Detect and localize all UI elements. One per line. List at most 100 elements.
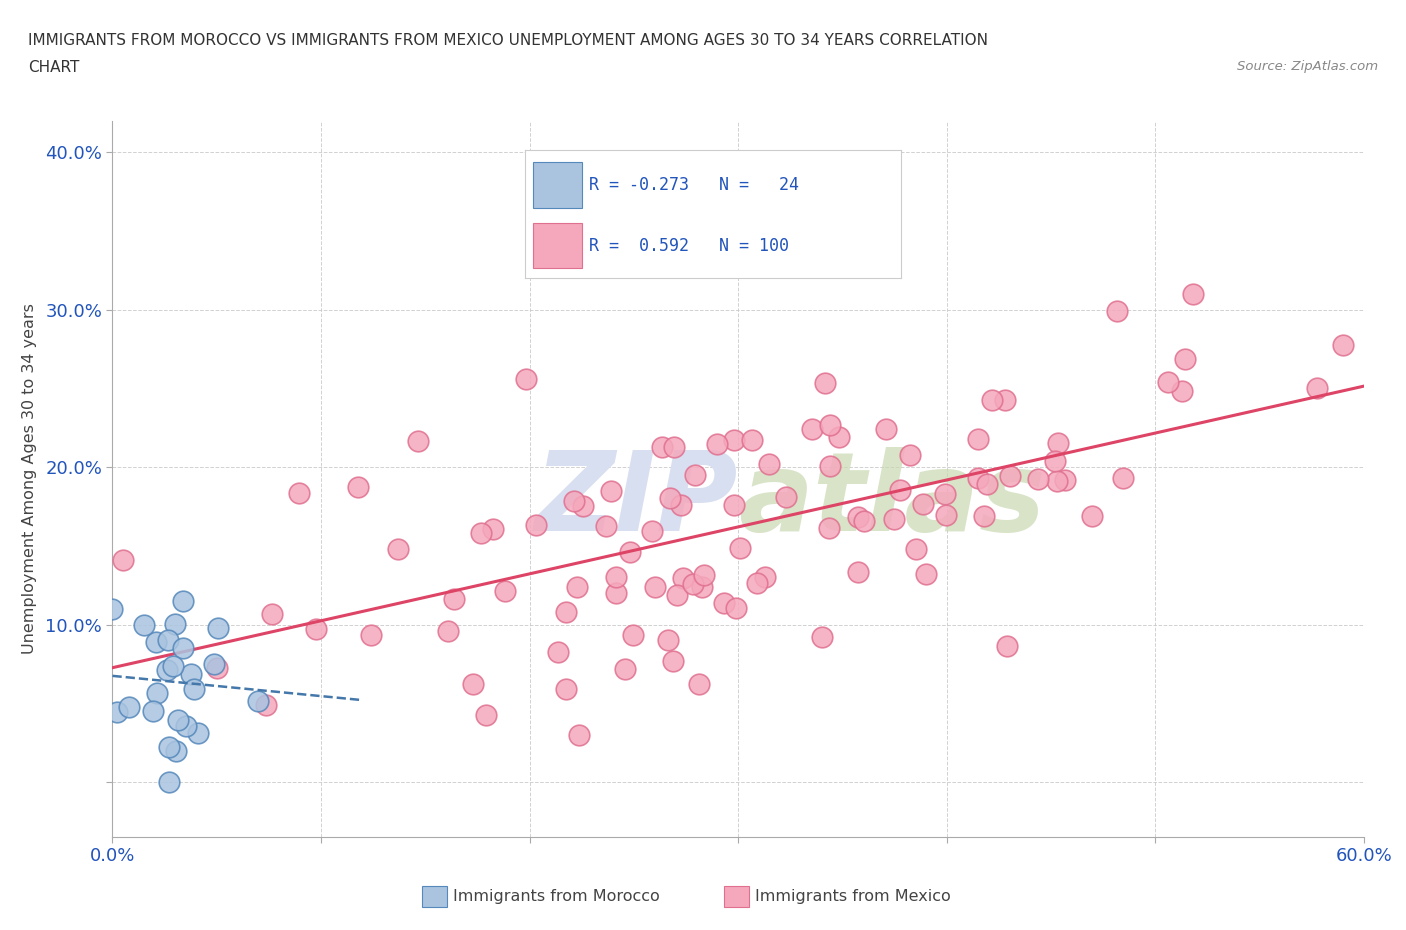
Point — [683, 468, 706, 483]
Point — [474, 708, 496, 723]
Point — [595, 518, 617, 533]
Point — [482, 521, 505, 536]
Point — [728, 540, 751, 555]
Point — [818, 418, 841, 432]
Point — [976, 476, 998, 491]
Point — [600, 484, 623, 498]
Text: atlas: atlas — [738, 447, 1046, 554]
Point — [554, 604, 576, 619]
Point — [463, 676, 485, 691]
Point — [568, 727, 591, 742]
Point — [247, 694, 270, 709]
Point — [101, 602, 124, 617]
Point — [524, 518, 547, 533]
Point — [406, 433, 429, 448]
Point — [852, 513, 875, 528]
Point — [665, 587, 688, 602]
Point — [875, 421, 897, 436]
Text: IMMIGRANTS FROM MOROCCO VS IMMIGRANTS FROM MEXICO UNEMPLOYMENT AMONG AGES 30 TO : IMMIGRANTS FROM MOROCCO VS IMMIGRANTS FR… — [28, 33, 988, 47]
Point — [495, 583, 517, 598]
Point — [572, 498, 595, 513]
Point — [641, 524, 664, 538]
Point — [883, 512, 905, 526]
Point — [818, 458, 841, 473]
Point — [669, 498, 692, 512]
Point — [605, 570, 627, 585]
Point — [176, 719, 198, 734]
Point — [165, 743, 187, 758]
Point — [387, 541, 409, 556]
Point — [565, 579, 588, 594]
Point — [758, 457, 780, 472]
Point — [202, 657, 225, 671]
Point — [706, 437, 728, 452]
Point — [1046, 473, 1069, 488]
Point — [889, 483, 911, 498]
Point — [814, 376, 837, 391]
Point — [818, 521, 841, 536]
Point — [846, 510, 869, 525]
Point — [915, 566, 938, 581]
Point — [288, 485, 311, 500]
Point — [157, 775, 180, 790]
Point — [605, 586, 627, 601]
Point — [205, 660, 228, 675]
Point — [1157, 375, 1180, 390]
Point — [621, 628, 644, 643]
Point — [172, 641, 194, 656]
Point — [1171, 384, 1194, 399]
Point — [775, 489, 797, 504]
Point — [207, 620, 229, 635]
Point — [651, 440, 673, 455]
Point — [723, 432, 745, 447]
Point — [619, 545, 641, 560]
Point — [142, 703, 165, 718]
Point — [1053, 472, 1076, 487]
Point — [470, 525, 492, 540]
Text: CHART: CHART — [28, 60, 80, 75]
Point — [995, 638, 1018, 653]
Point — [157, 632, 180, 647]
Point — [1026, 472, 1049, 486]
Point — [172, 593, 194, 608]
Point — [260, 607, 283, 622]
Point — [994, 392, 1017, 407]
Point — [671, 570, 693, 585]
Point — [745, 575, 768, 590]
Point — [555, 682, 578, 697]
Point — [515, 372, 537, 387]
Point — [662, 440, 685, 455]
Point — [692, 567, 714, 582]
Point — [811, 630, 834, 644]
Point — [360, 628, 382, 643]
Point — [935, 508, 957, 523]
Point — [828, 430, 851, 445]
Point — [973, 509, 995, 524]
Point — [1174, 352, 1197, 366]
Point — [846, 565, 869, 579]
Point — [1331, 338, 1354, 352]
Point — [1105, 304, 1128, 319]
Point — [657, 632, 679, 647]
Text: ZIP: ZIP — [534, 447, 738, 554]
Point — [754, 570, 776, 585]
Point — [644, 580, 666, 595]
Point — [1112, 471, 1135, 485]
Point — [145, 635, 167, 650]
Point — [437, 623, 460, 638]
Point — [723, 498, 745, 512]
Point — [347, 479, 370, 494]
Point — [690, 579, 713, 594]
Point — [562, 494, 585, 509]
Point — [981, 392, 1004, 407]
Point — [1081, 509, 1104, 524]
Point — [118, 699, 141, 714]
Text: Immigrants from Mexico: Immigrants from Mexico — [755, 889, 950, 904]
Point — [305, 622, 328, 637]
Text: Source: ZipAtlas.com: Source: ZipAtlas.com — [1237, 60, 1378, 73]
Point — [547, 644, 569, 659]
Point — [724, 601, 747, 616]
Point — [187, 725, 209, 740]
Point — [180, 667, 202, 682]
Point — [934, 486, 956, 501]
